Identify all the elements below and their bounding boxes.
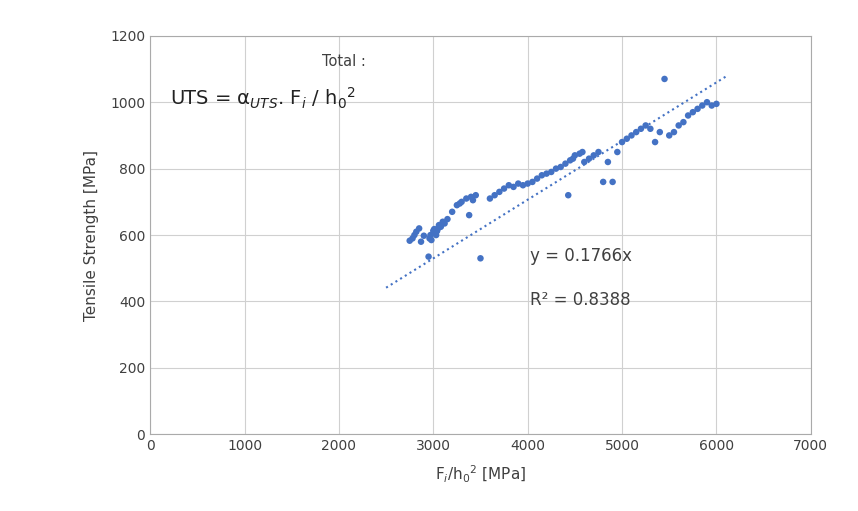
Point — [619, 134, 633, 143]
Point — [681, 111, 695, 120]
Point — [428, 228, 442, 237]
Text: Total :: Total : — [322, 54, 366, 68]
Point — [540, 170, 553, 178]
Point — [425, 236, 438, 244]
Point — [409, 227, 423, 236]
Point — [406, 234, 420, 242]
Point — [430, 227, 444, 235]
Point — [700, 98, 714, 106]
Point — [587, 151, 601, 159]
Point — [455, 198, 468, 206]
Point — [468, 191, 482, 199]
Point — [630, 128, 644, 136]
Text: y = 0.1766x: y = 0.1766x — [530, 247, 632, 265]
Point — [662, 131, 676, 140]
Point — [549, 165, 563, 173]
Point — [526, 178, 540, 186]
Point — [426, 227, 440, 235]
Point — [450, 201, 464, 209]
Point — [577, 158, 591, 166]
Point — [696, 101, 710, 109]
Point — [445, 207, 459, 216]
Point — [414, 238, 428, 246]
Point — [634, 125, 648, 133]
Point — [432, 224, 445, 233]
Point — [611, 148, 625, 156]
Point — [498, 184, 511, 193]
Point — [705, 101, 719, 109]
Point — [601, 158, 614, 166]
Point — [677, 118, 691, 126]
Point — [554, 163, 568, 171]
Point — [658, 75, 672, 83]
Point — [413, 224, 426, 233]
Point — [649, 138, 662, 146]
Point — [453, 199, 467, 207]
Point — [423, 234, 437, 242]
Point — [644, 125, 657, 133]
Point — [424, 231, 438, 239]
Point — [668, 128, 681, 136]
Point — [535, 171, 549, 179]
Point — [517, 181, 530, 189]
Point — [615, 138, 629, 146]
Point — [559, 159, 572, 168]
Point — [483, 194, 497, 202]
Point — [466, 196, 480, 204]
Point — [592, 148, 606, 156]
Point — [429, 231, 443, 239]
Point — [568, 151, 582, 159]
Point — [436, 218, 450, 226]
Point — [564, 156, 577, 165]
Point — [606, 178, 619, 186]
Point — [596, 178, 610, 186]
X-axis label: F$_{i}$/h$_{0}$$^{2}$ [MPa]: F$_{i}$/h$_{0}$$^{2}$ [MPa] — [435, 464, 526, 485]
Point — [625, 131, 638, 140]
Point — [561, 191, 575, 199]
Point — [545, 168, 559, 176]
Point — [506, 183, 520, 191]
Point — [710, 100, 723, 108]
Point — [638, 121, 653, 129]
Point — [686, 108, 700, 117]
Text: R² = 0.8388: R² = 0.8388 — [530, 291, 631, 309]
Point — [403, 237, 417, 245]
Point — [460, 194, 474, 202]
Point — [521, 179, 535, 188]
Point — [408, 231, 421, 239]
Point — [427, 225, 441, 233]
Point — [653, 128, 667, 136]
Point — [462, 211, 476, 219]
Point — [672, 121, 686, 129]
Point — [474, 254, 487, 263]
Point — [511, 179, 525, 188]
Point — [422, 252, 436, 261]
Point — [438, 219, 451, 227]
Point — [441, 215, 455, 223]
Point — [502, 181, 516, 189]
Y-axis label: Tensile Strength [MPa]: Tensile Strength [MPa] — [84, 150, 99, 320]
Point — [464, 193, 478, 201]
Point — [566, 154, 580, 162]
Point — [576, 148, 589, 156]
Point — [487, 191, 501, 199]
Text: UTS = α$_{UTS}$. F$_{i}$ / h$_{0}$$^{2}$: UTS = α$_{UTS}$. F$_{i}$ / h$_{0}$$^{2}$ — [170, 85, 356, 111]
Point — [492, 188, 506, 196]
Point — [691, 105, 704, 113]
Point — [417, 231, 431, 240]
Point — [434, 223, 448, 231]
Point — [432, 221, 446, 229]
Point — [573, 150, 587, 158]
Point — [530, 174, 544, 182]
Point — [583, 154, 596, 162]
